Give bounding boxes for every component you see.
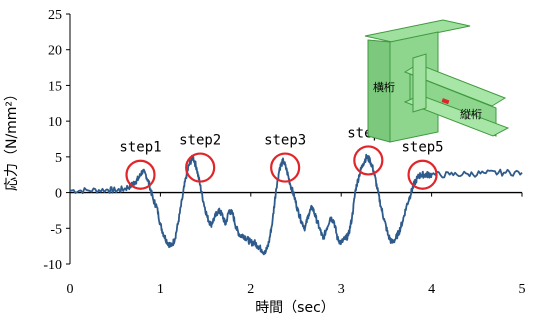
stringer-label: 縦桁 bbox=[460, 107, 482, 121]
step-marker-circle bbox=[185, 152, 216, 183]
cross-girder-flange bbox=[364, 19, 471, 43]
x-tick-label: 3 bbox=[338, 282, 345, 297]
strain-gauge-marker bbox=[441, 98, 450, 105]
step-marker-circle bbox=[353, 145, 384, 176]
y-tick-label: 25 bbox=[48, 8, 62, 23]
x-axis-title: 時間（sec） bbox=[255, 300, 335, 316]
plot-area: -10 -5 0 5 10 15 20 25 0 1 2 3 4 5 step1 step2 step3 st… bbox=[43, 8, 525, 297]
step-label: step3 bbox=[264, 133, 306, 149]
y-tick-label: -10 bbox=[43, 258, 62, 273]
y-tick-label: 10 bbox=[48, 115, 62, 130]
y-tick-label: 20 bbox=[48, 44, 62, 59]
step-marker-circle bbox=[125, 159, 156, 190]
x-tick-label: 0 bbox=[67, 282, 74, 297]
step-annotations: step1step2step3step4step5 bbox=[119, 125, 444, 190]
step-label: step5 bbox=[401, 140, 443, 156]
stiffener-plate bbox=[412, 53, 427, 113]
x-tick-label: 2 bbox=[247, 282, 254, 297]
cross-girder-label: 横桁 bbox=[373, 80, 395, 94]
x-tick-label: 5 bbox=[519, 282, 526, 297]
step-label: step2 bbox=[179, 133, 221, 149]
x-tick-label: 4 bbox=[428, 282, 435, 297]
y-tick-label: 5 bbox=[55, 151, 62, 166]
x-tick-labels: 0 1 2 3 4 5 bbox=[67, 192, 526, 297]
y-tick-label: 15 bbox=[48, 79, 62, 94]
y-axis-title: 応力（N/mm²） bbox=[4, 87, 20, 191]
x-tick-label: 1 bbox=[157, 282, 164, 297]
step-marker-circle bbox=[407, 159, 438, 190]
y-tick-label: -5 bbox=[50, 222, 62, 237]
y-tick-label: 0 bbox=[55, 187, 62, 202]
step-marker-circle bbox=[270, 152, 301, 183]
y-tick-labels: -10 -5 0 5 10 15 20 25 bbox=[43, 8, 70, 273]
step-label: step1 bbox=[119, 140, 161, 156]
girder-inset-illustration: 横桁 縦桁 bbox=[364, 19, 510, 143]
cross-girder-web-front bbox=[367, 39, 391, 143]
stress-series-line bbox=[69, 153, 523, 256]
